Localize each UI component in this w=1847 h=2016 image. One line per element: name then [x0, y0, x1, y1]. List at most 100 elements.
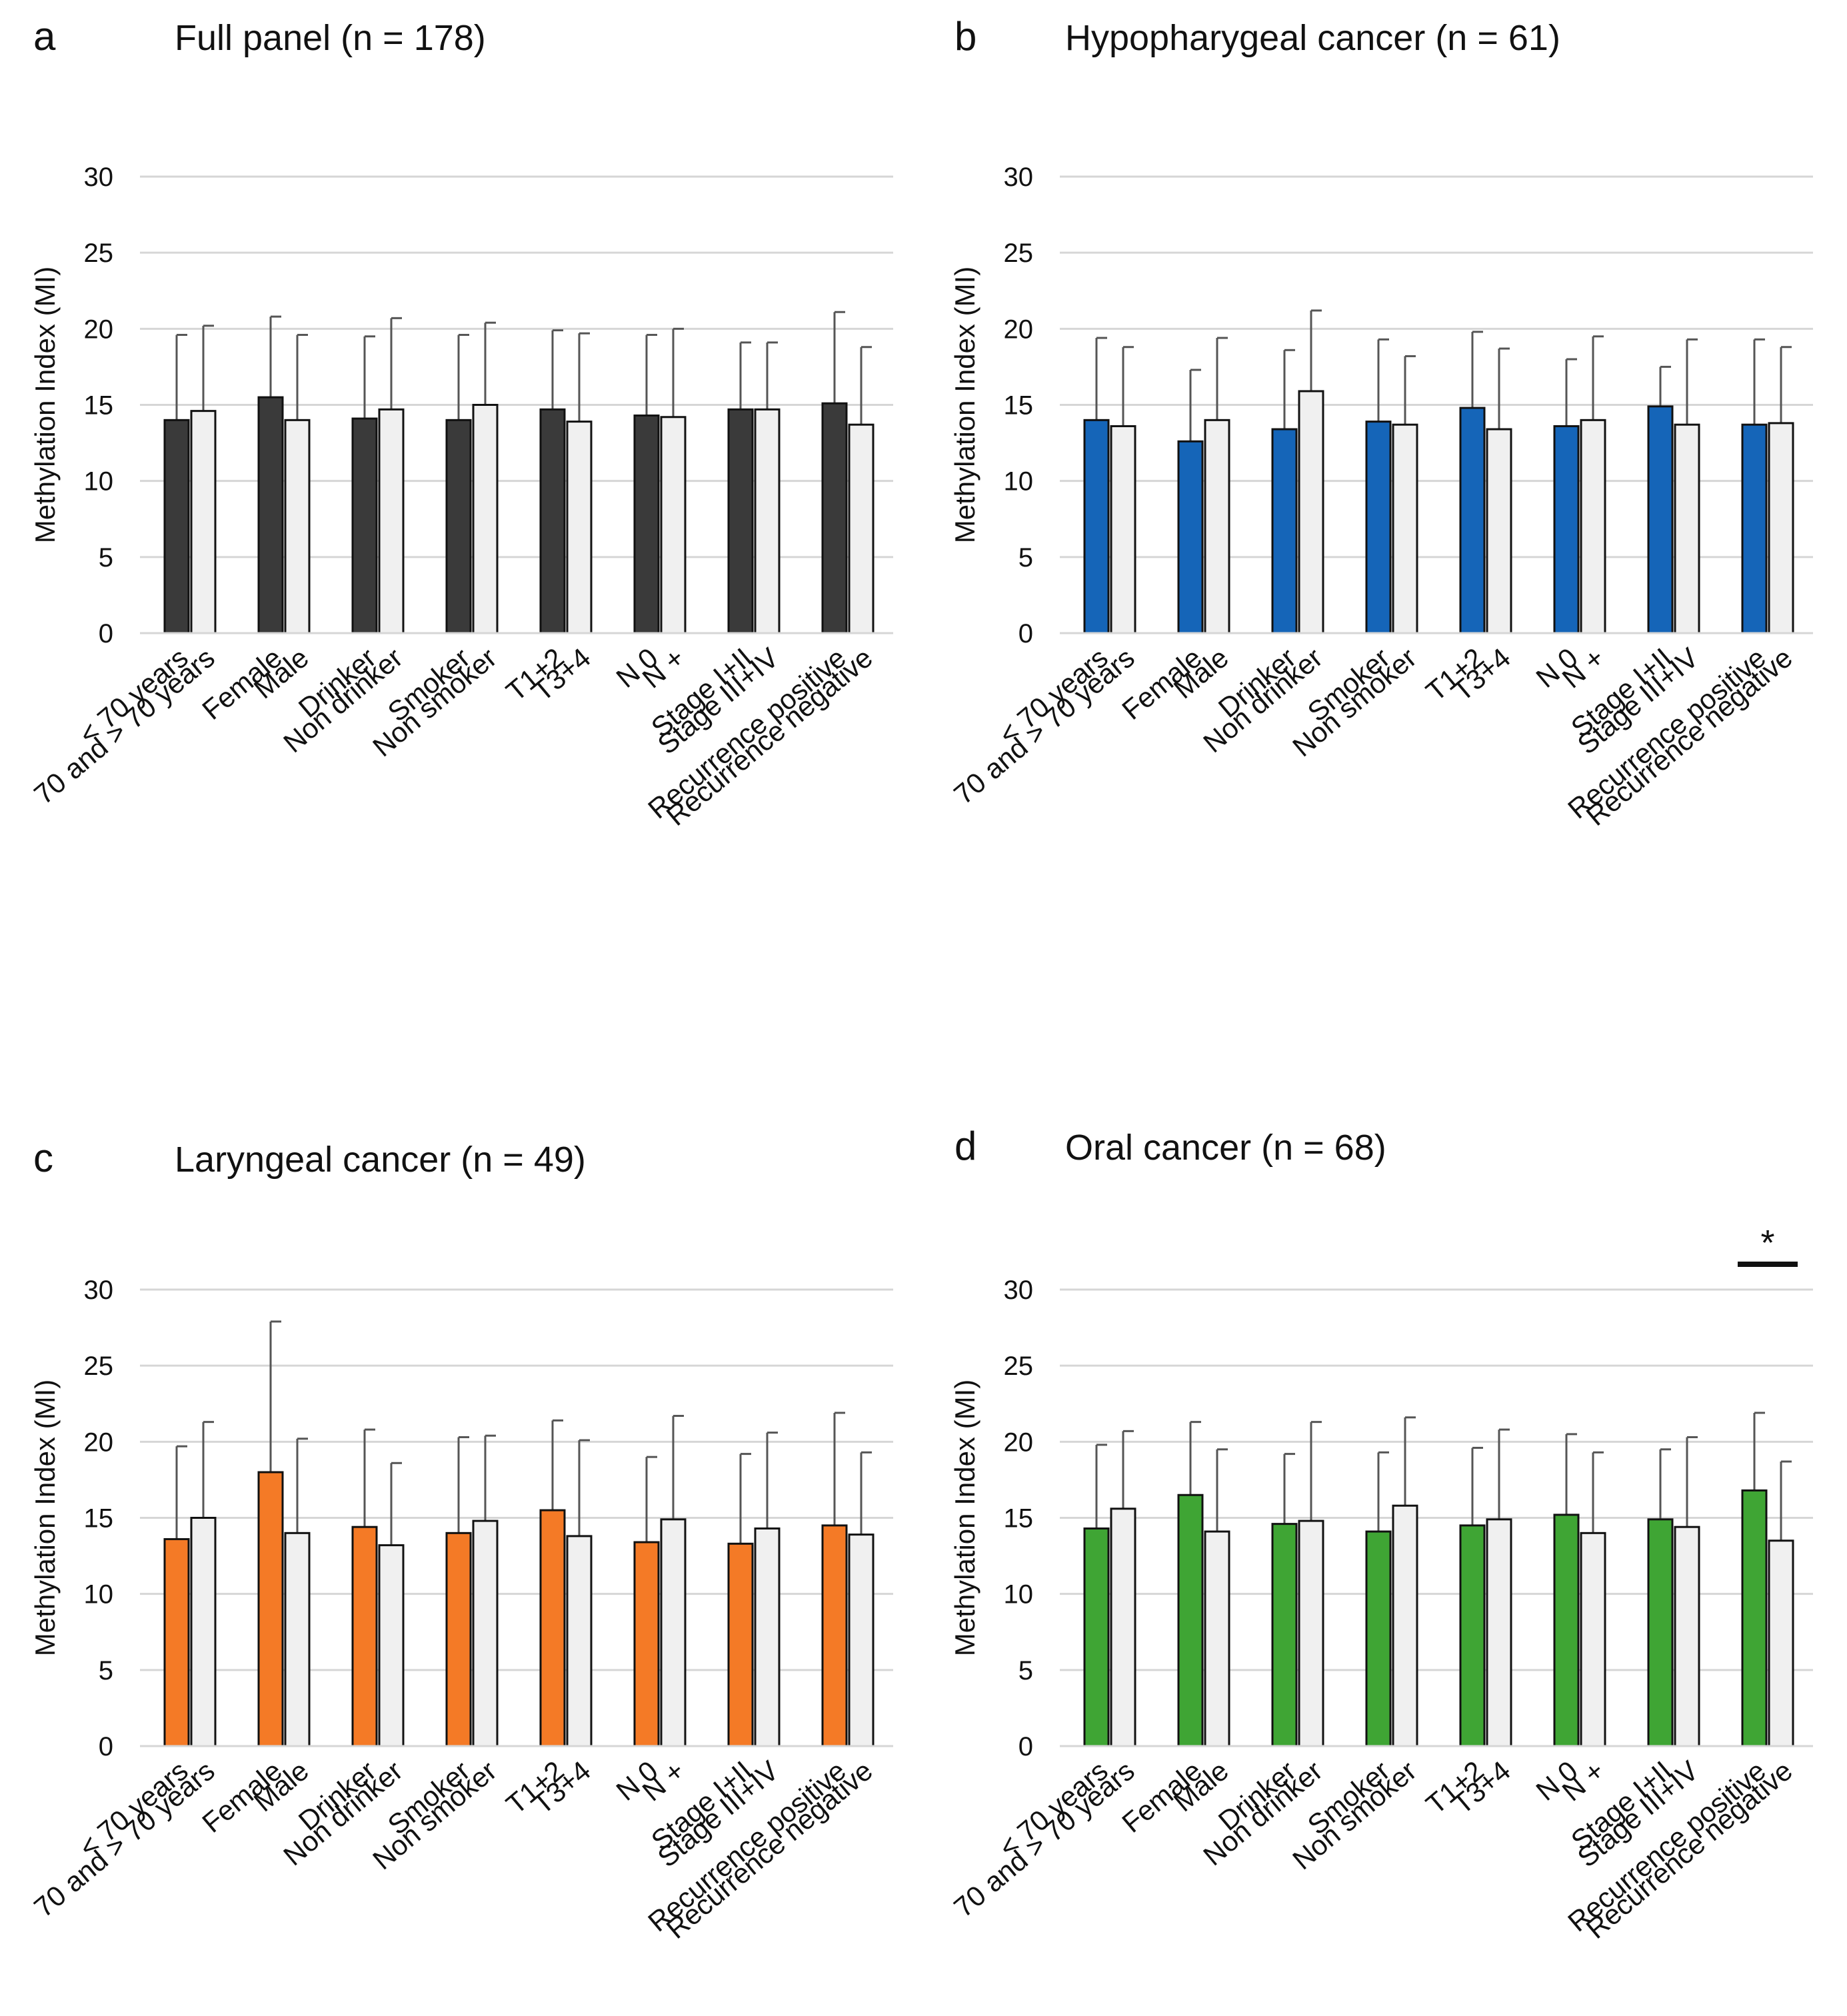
panel-d-bar — [1083, 1527, 1110, 1747]
panel-b-ytick-label: 15 — [1004, 391, 1034, 421]
panel-c-ytick-label: 30 — [84, 1276, 114, 1305]
panel-d-bar — [1459, 1524, 1486, 1747]
panel-b-letter: b — [954, 14, 976, 59]
panel-d-bar — [1647, 1518, 1674, 1747]
panel-c-bar — [190, 1517, 217, 1747]
panel-d-bar — [1110, 1508, 1136, 1747]
panel-b-bar — [1674, 423, 1700, 634]
panel-d-title: Oral cancer (n = 68) — [1065, 1128, 1386, 1168]
panel-a-bar — [566, 421, 593, 634]
panel-d-ytick-label: 0 — [1018, 1732, 1033, 1761]
panel-c-bar — [257, 1471, 284, 1747]
panel-a-bar — [351, 417, 378, 634]
panel-a-letter: a — [33, 14, 56, 59]
panel-d-ytick-label: 25 — [1004, 1352, 1034, 1381]
panel-d-ylabel: Methylation Index (MI) — [949, 1380, 980, 1657]
panel-d-ytick-label: 15 — [1004, 1504, 1034, 1533]
panel-a-bar — [445, 419, 472, 634]
panel-b-ytick-label: 10 — [1004, 467, 1034, 497]
panel-c-bar — [566, 1535, 593, 1747]
panel-d-category-label: 70 and > 70 years — [948, 1755, 1140, 1923]
panel-c-category-label: 70 and > 70 years — [28, 1755, 221, 1923]
panel-b-bar — [1204, 419, 1230, 634]
panel-c-bar — [754, 1527, 781, 1747]
panel-b-bar — [1392, 423, 1418, 634]
panel-a-ytick-label: 10 — [84, 467, 114, 497]
panel-a-bar — [190, 410, 217, 634]
panel-a-bar — [754, 408, 781, 634]
panel-d-bar — [1204, 1530, 1230, 1747]
panel-d-bar — [1553, 1513, 1580, 1747]
panel-b-bar — [1110, 425, 1136, 634]
panel-a-bar — [257, 396, 284, 634]
panel-a-bar — [472, 404, 499, 634]
panel-d-letter: d — [954, 1124, 976, 1168]
panel-b-bar — [1741, 423, 1768, 634]
panel-b-ytick-label: 5 — [1018, 543, 1033, 572]
panel-d-bar — [1392, 1504, 1418, 1747]
panel-c-bar — [351, 1525, 378, 1747]
panel-b-ytick-label: 20 — [1004, 315, 1034, 344]
panel-c-ytick-label: 15 — [84, 1504, 114, 1533]
panel-a-bar — [660, 416, 687, 634]
panel-d-significance-label: * — [1760, 1223, 1774, 1263]
panel-d-ytick-label: 20 — [1004, 1428, 1034, 1457]
panel-b-bar — [1580, 419, 1606, 634]
panel-a-ytick-label: 20 — [84, 315, 114, 344]
panel-d-bar — [1741, 1489, 1768, 1747]
panel-d-bar — [1768, 1539, 1794, 1747]
panel-b-bar — [1768, 422, 1794, 634]
panel-c-bar — [660, 1518, 687, 1747]
panel-d-bar — [1365, 1530, 1392, 1747]
panel-a-bar — [848, 423, 875, 634]
panel-d-bar — [1271, 1523, 1298, 1747]
panel-d-bar — [1486, 1518, 1512, 1747]
panel-b-ylabel: Methylation Index (MI) — [949, 267, 980, 544]
panel-c-bar — [378, 1544, 405, 1747]
panel-b-bar — [1298, 390, 1324, 634]
panel-c-ytick-label: 5 — [99, 1656, 113, 1685]
panel-a-bar — [821, 402, 848, 634]
panel-b-bar — [1647, 405, 1674, 634]
panel-a-ytick-label: 25 — [84, 239, 114, 268]
panel-a-bar — [284, 419, 311, 634]
panel-c-bar — [445, 1531, 472, 1747]
panel-d-ytick-label: 10 — [1004, 1580, 1034, 1609]
panel-a-ytick-label: 15 — [84, 391, 114, 421]
panel-b-ytick-label: 30 — [1004, 163, 1034, 192]
panel-b-title: Hypopharygeal cancer (n = 61) — [1065, 18, 1560, 58]
panel-c-bar — [848, 1533, 875, 1747]
panel-b-ytick-label: 0 — [1018, 619, 1033, 648]
panel-a-bar — [539, 408, 566, 634]
panel-c-bar — [633, 1541, 660, 1747]
panel-a-bar — [378, 408, 405, 634]
panel-b-bar — [1177, 440, 1204, 634]
panel-c-bar — [821, 1524, 848, 1747]
panel-c-ylabel: Methylation Index (MI) — [29, 1380, 61, 1657]
panel-c-bar — [727, 1542, 754, 1747]
panel-d-bar — [1298, 1519, 1324, 1747]
panel-b-bar — [1365, 421, 1392, 634]
panel-d-ytick-label: 30 — [1004, 1276, 1034, 1305]
panel-c-bar — [284, 1531, 311, 1747]
panel-a-ytick-label: 30 — [84, 163, 114, 192]
panel-a-ylabel: Methylation Index (MI) — [29, 267, 61, 544]
panel-c-ytick-label: 10 — [84, 1580, 114, 1609]
panel-a-category-label: 70 and > 70 years — [28, 642, 221, 810]
panel-a-bar — [727, 408, 754, 634]
panel-a-ytick-label: 0 — [99, 619, 113, 648]
panel-a-title: Full panel (n = 178) — [175, 18, 486, 58]
panel-d-ytick-label: 5 — [1018, 1656, 1033, 1685]
panel-c-bar — [539, 1509, 566, 1747]
panel-c-ytick-label: 0 — [99, 1732, 113, 1761]
panel-c-ytick-label: 25 — [84, 1352, 114, 1381]
panel-b-bar — [1271, 428, 1298, 634]
panel-d-bar — [1177, 1494, 1204, 1747]
panel-a-ytick-label: 5 — [99, 543, 113, 572]
panel-b-bar — [1459, 407, 1486, 634]
panel-c-title: Laryngeal cancer (n = 49) — [175, 1140, 586, 1180]
panel-d-bar — [1674, 1525, 1700, 1747]
panel-a-bar — [163, 419, 190, 634]
panel-c-letter: c — [33, 1136, 53, 1180]
